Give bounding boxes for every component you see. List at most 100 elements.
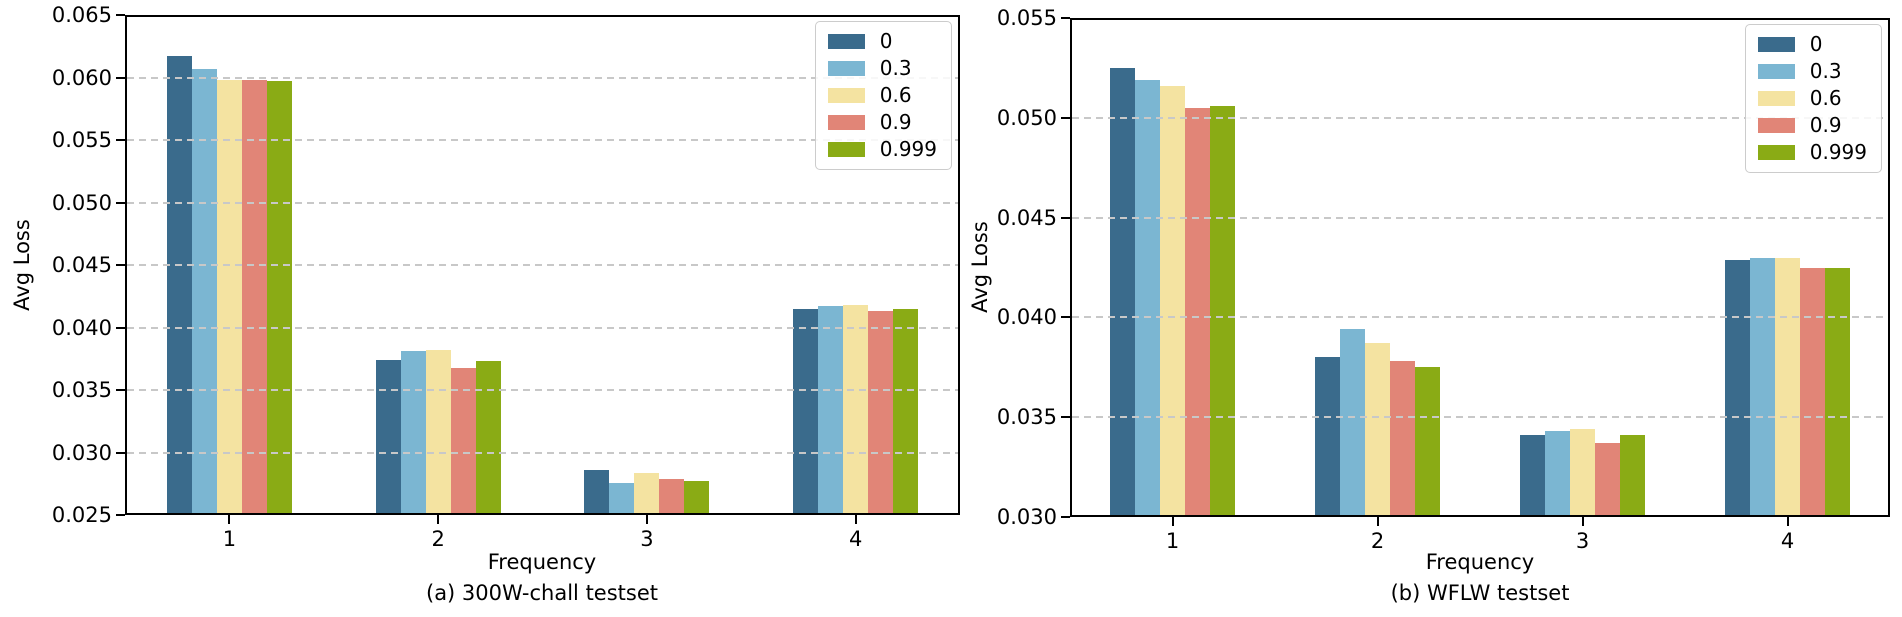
y-tick-label: 0.045 [51,253,112,277]
bar-series-0.999-group-3 [1620,435,1645,517]
x-tick-label: 3 [1575,529,1590,553]
bar-series-0.6-group-2 [425,350,451,515]
bar-series-0.999-group-2 [1415,367,1440,517]
bar-series-0.3-group-1 [191,68,217,515]
bar-series-0.3-group-1 [1135,79,1160,517]
y-tick-label: 0.030 [996,505,1057,529]
y-tick-label: 0.025 [51,503,112,527]
bar-series-0-group-1 [1110,67,1135,517]
bar-series-0.9-group-1 [241,80,267,515]
legend-label: 0.3 [879,56,912,80]
legend-label: 0.6 [1809,86,1842,110]
y-tick-label: 0.060 [51,65,112,90]
bar-series-0.999-group-4 [1825,267,1850,517]
x-tick-mark [645,515,648,524]
x-tick-label: 2 [431,527,445,551]
legend: 0 0.3 0.6 0.9 0.999 [814,21,952,170]
y-tick-mark [116,451,125,454]
y-tick-mark [116,201,125,204]
y-tick-label: 0.040 [51,315,112,340]
gridline [127,326,958,329]
legend-swatch-icon [1757,91,1795,106]
y-tick-label: 0.040 [996,305,1057,330]
legend-swatch-icon [1757,118,1795,133]
x-axis-label-b: Frequency [1425,550,1535,574]
gridline [1072,216,1888,219]
gridline [1072,316,1888,319]
bar-series-0.3-group-4 [818,306,844,515]
bar-series-0-group-4 [1725,259,1750,517]
legend-swatch-icon [1757,37,1795,52]
x-tick-mark [437,515,440,524]
y-tick-mark [116,326,125,329]
gridline [127,451,958,454]
legend-entry: 0.6 [1757,86,1867,110]
bar-series-0-group-3 [584,470,610,515]
x-tick-label: 4 [848,527,863,551]
legend-swatch-icon [827,34,865,49]
x-tick-label: 1 [222,527,237,551]
bar-series-0-group-2 [375,360,401,515]
legend-label: 0.6 [879,83,912,107]
legend-entry: 0.3 [827,56,937,80]
bar-series-0.9-group-3 [1595,443,1620,517]
legend-label: 0 [1809,32,1823,56]
y-tick-mark [116,389,125,391]
y-tick-mark [1061,116,1070,119]
bar-series-0.6-group-3 [1570,429,1595,517]
x-axis-label-a: Frequency [487,550,597,574]
bar-series-0.3-group-3 [1545,431,1570,517]
legend-entry: 0.6 [827,83,937,107]
plot-area-a: 0.065 0.060 0.055 0.050 0.045 0.040 0.035 0.030… [52,3,960,551]
y-tick-mark [116,264,125,266]
legend-swatch-icon [827,88,865,103]
chart-caption-b: (b) WFLW testset [1390,581,1570,605]
legend-label: 0.3 [1809,59,1842,83]
x-tick-label: 4 [1780,529,1795,553]
y-tick-label: 0.030 [51,440,112,465]
legend-swatch-icon [1757,145,1795,160]
bar-series-0.999-group-3 [684,481,710,515]
chart-caption-a: (a) 300W-chall testset [426,581,658,605]
bar-series-0.3-group-3 [609,482,635,515]
y-tick-label: 0.045 [996,205,1057,230]
y-tick-mark [1061,17,1070,19]
legend-swatch-icon [827,115,865,130]
bar-series-0.3-group-2 [1340,329,1365,517]
gridline [1072,116,1888,119]
legend-entry: 0.999 [827,137,937,161]
legend-entry: 0 [1757,32,1867,56]
bar-series-0.9-group-1 [1185,107,1210,517]
x-tick-label: 1 [1165,529,1180,553]
bar-series-0.3-group-4 [1750,257,1775,517]
bar-series-0.6-group-1 [216,80,242,515]
x-tick-mark [1581,517,1584,526]
legend-label: 0.9 [879,110,912,134]
y-tick-mark [1061,516,1070,518]
bar-series-0.6-group-2 [1365,343,1390,517]
legend-entry: 0.999 [1757,140,1867,164]
x-tick-mark [1171,517,1174,526]
legend-label: 0.9 [1809,113,1842,137]
legend-label: 0.999 [879,137,937,161]
y-tick-mark [116,514,125,516]
legend-label: 0 [879,29,893,53]
bar-series-0.6-group-4 [1775,257,1800,517]
legend-swatch-icon [827,142,865,157]
bar-series-0.999-group-2 [475,361,501,515]
gridline [1072,416,1888,419]
bar-series-0.9-group-4 [868,311,894,515]
y-tick-mark [116,14,125,16]
bar-series-0.999-group-1 [266,81,292,515]
y-tick-label: 0.055 [51,128,112,152]
y-axis-label-a: Avg Loss [10,219,34,311]
plot-area-b: 0.055 0.050 0.045 0.040 0.035 0.030 1 2 3 4 0 0.3 0.… [997,6,1890,553]
legend-label: 0.999 [1809,140,1867,164]
gridline [127,201,958,204]
legend-entry: 0 [827,29,937,53]
bar-series-0.9-group-4 [1800,267,1825,517]
bar-series-0-group-2 [1315,357,1340,517]
x-tick-mark [228,515,231,524]
legend-entry: 0.9 [1757,113,1867,137]
